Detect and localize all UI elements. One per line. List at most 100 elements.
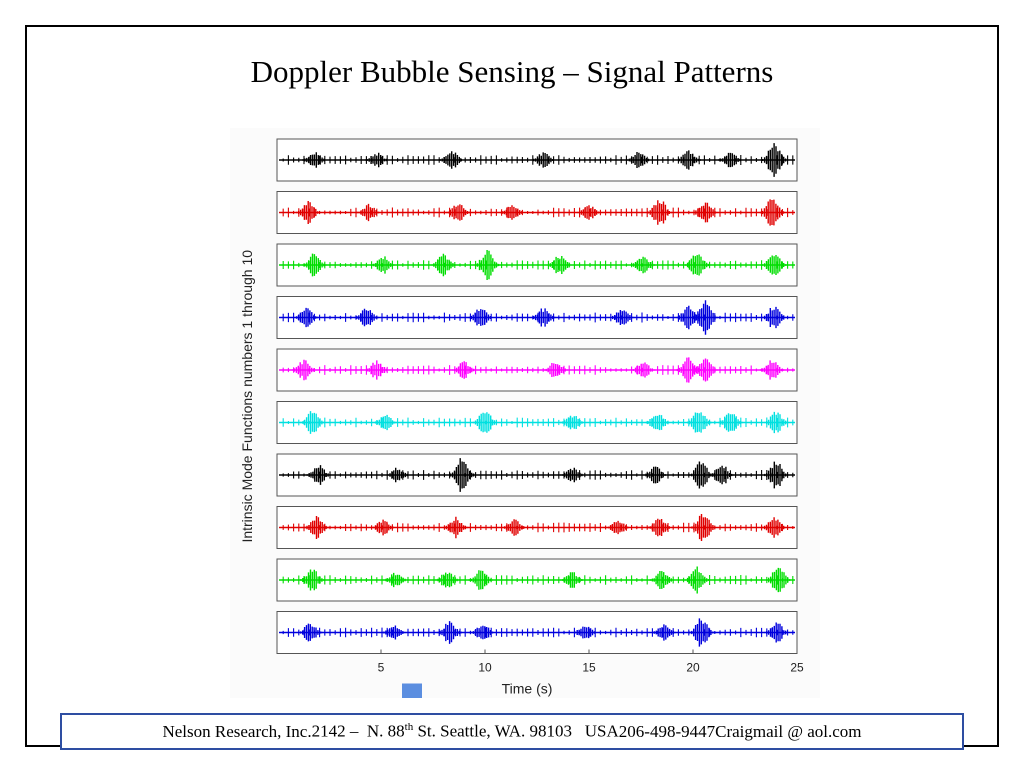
- signal-burst: [370, 519, 396, 536]
- imf-panel: [276, 138, 798, 182]
- signal-burst: [759, 360, 785, 380]
- signal-burst: [547, 256, 572, 274]
- signal-burst: [381, 625, 406, 640]
- imf-panel: [276, 401, 798, 444]
- footer-address-rest: St. Seattle, WA. 98103 USA: [413, 721, 619, 741]
- signal-burst: [610, 310, 635, 325]
- signal-burst: [356, 203, 381, 222]
- signal-burst: [718, 152, 743, 168]
- signal-burst: [762, 255, 787, 275]
- footer-address-number: 2142 – N. 88: [311, 721, 405, 741]
- signal-burst: [687, 412, 712, 433]
- imf-panel: [276, 611, 798, 654]
- x-axis-label: Time (s): [502, 681, 553, 697]
- signal-burst: [364, 360, 389, 380]
- signal-burst: [531, 152, 556, 168]
- signal-burst: [647, 518, 672, 537]
- signal-burst: [443, 516, 468, 539]
- signal-burst: [439, 151, 464, 169]
- signal-burst: [306, 465, 331, 485]
- signal-burst: [468, 309, 493, 326]
- signal-burst: [572, 626, 597, 639]
- signal-burst: [304, 516, 329, 539]
- footer-bar: Nelson Research, Inc. 2142 – N. 88th St.…: [60, 713, 964, 750]
- signal-burst: [606, 520, 631, 535]
- signal-burst: [354, 308, 379, 327]
- signal-burst: [431, 253, 456, 277]
- signal-burst: [647, 200, 672, 225]
- signal-burst: [294, 307, 319, 328]
- signal-burst: [693, 358, 718, 382]
- footer-address-sup: th: [404, 721, 414, 734]
- signal-burst: [718, 413, 743, 432]
- x-tick-label: 20: [686, 661, 700, 675]
- signal-burst: [364, 152, 389, 168]
- signal-burst: [474, 250, 500, 280]
- signal-burst: [302, 152, 327, 168]
- signal-burst: [502, 519, 527, 536]
- signal-burst: [373, 414, 398, 431]
- imf-panel: [276, 296, 798, 339]
- signal-burst: [452, 361, 477, 379]
- imf-panel: [276, 453, 798, 497]
- signal-burst: [450, 458, 475, 492]
- footer-email: Craigmail @ aol.com: [715, 721, 862, 741]
- x-tick-label: 5: [378, 661, 385, 675]
- signal-burst: [437, 621, 462, 644]
- imf-chart: 5 10 15 20 25 Time (s) Intrinsic Mode Function…: [230, 128, 820, 698]
- imf-panel: [276, 558, 798, 602]
- signal-burst: [291, 359, 317, 381]
- signal-burst: [298, 623, 323, 642]
- footer-phone: 206-498-9447: [618, 721, 716, 741]
- signal-burst: [762, 517, 787, 538]
- signal-burst: [676, 150, 701, 170]
- marker-square: [402, 683, 422, 698]
- signal-burst: [630, 362, 656, 378]
- signal-burst: [649, 571, 674, 589]
- slide-title: Doppler Bubble Sensing – Signal Patterns: [250, 54, 774, 89]
- signal-burst: [370, 256, 396, 274]
- signal-burst: [630, 256, 656, 274]
- signal-burst: [560, 467, 585, 483]
- imf-panel: [276, 243, 798, 287]
- signal-burst: [766, 567, 791, 593]
- imf-panel: [276, 348, 798, 392]
- signal-burst: [651, 624, 676, 641]
- signal-burst: [300, 569, 325, 591]
- signal-burst: [470, 625, 496, 640]
- signal-burst: [685, 254, 710, 276]
- signal-burst: [643, 466, 668, 484]
- imf-panel: [276, 191, 798, 234]
- signal-burst: [693, 300, 718, 335]
- signal-burst: [435, 572, 460, 588]
- signal-burst: [693, 202, 718, 223]
- signal-burst: [710, 465, 735, 485]
- signal-burst: [689, 618, 714, 647]
- footer-company: Nelson Research, Inc.: [162, 721, 312, 741]
- signal-burst: [691, 514, 716, 541]
- signal-burst: [645, 414, 670, 431]
- x-tick-label: 25: [790, 661, 804, 675]
- signal-burst: [472, 412, 498, 433]
- y-axis-label: Intrinsic Mode Functions numbers 1 throu…: [239, 250, 255, 543]
- signal-burst: [626, 152, 652, 168]
- signal-burst: [300, 411, 325, 434]
- signal-burst: [468, 570, 493, 590]
- footer-address: 2142 – N. 88th St. Seattle, WA. 98103 US…: [312, 721, 619, 742]
- signal-burst: [560, 572, 585, 588]
- signal-burst: [764, 622, 789, 643]
- x-tick-label: 15: [582, 661, 596, 675]
- signal-burst: [499, 205, 525, 220]
- signal-burst: [576, 205, 602, 220]
- signal-burst: [685, 566, 710, 594]
- signal-burst: [762, 143, 787, 177]
- signal-burst: [759, 199, 785, 226]
- signal-burst: [531, 308, 556, 327]
- signal-burst: [543, 363, 568, 377]
- signal-burst: [764, 461, 789, 489]
- signal-burst: [302, 253, 327, 277]
- signal-burst: [385, 467, 410, 483]
- signal-burst: [762, 306, 787, 329]
- signal-burst: [445, 204, 471, 221]
- imf-panel: [276, 506, 798, 549]
